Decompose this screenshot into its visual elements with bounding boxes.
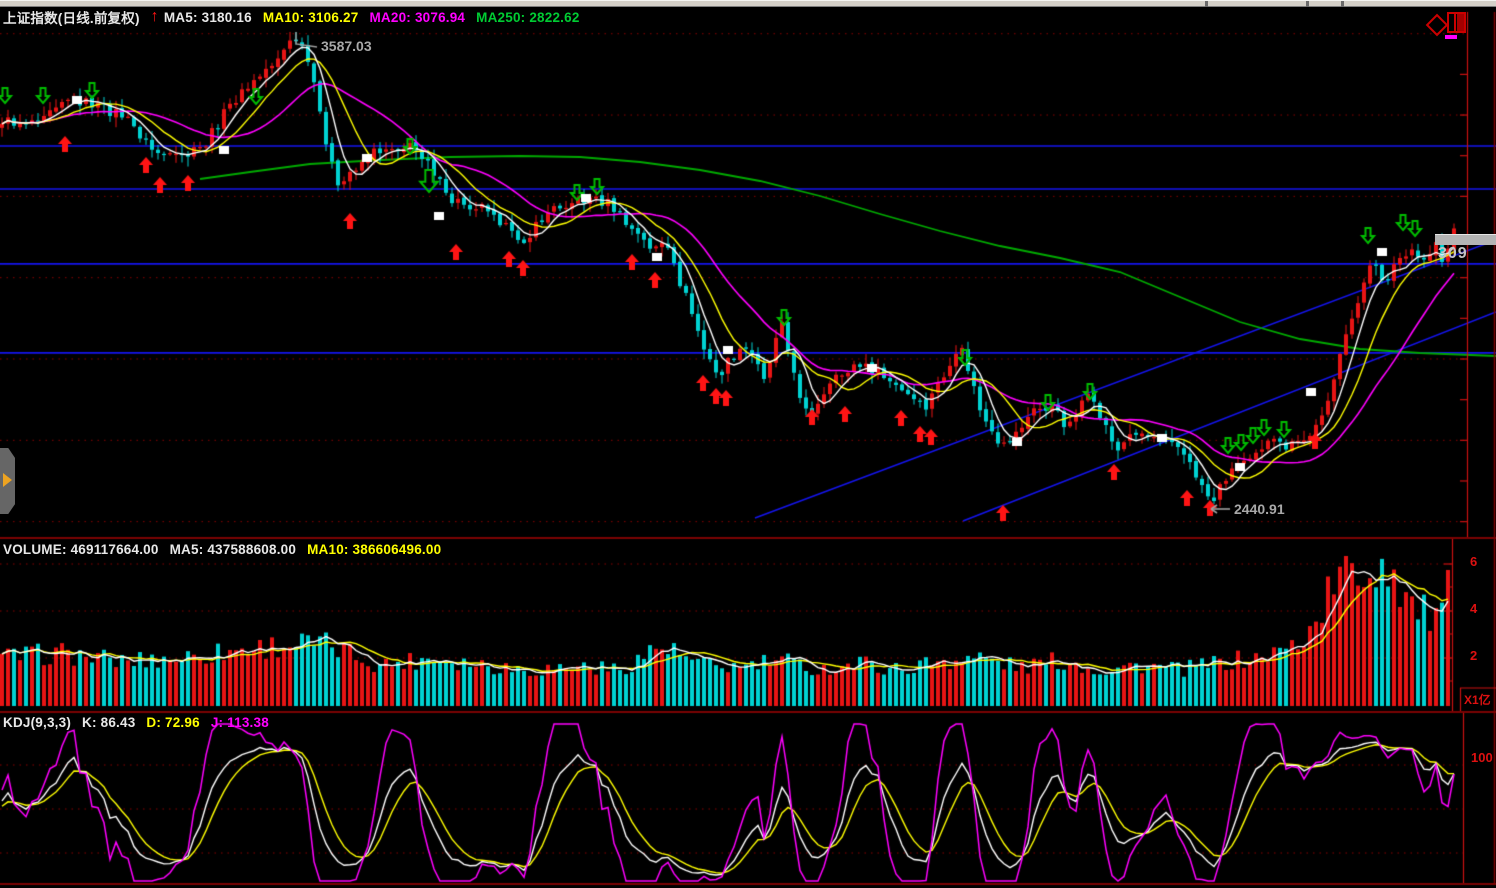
kdj-panel-header: KDJ(9,3,3) K: 86.43 D: 72.96 J: 113.38: [3, 715, 269, 730]
kdj-title: KDJ(9,3,3): [3, 715, 72, 730]
volume-axis-tick-2: 2: [1470, 648, 1478, 663]
main-chart-header: 上证指数(日线.前复权) ↑ MA5: 3180.16 MA10: 3106.2…: [3, 7, 580, 27]
volume-axis-unit: X1亿: [1464, 693, 1491, 707]
kdj-d-value: D: 72.96: [146, 715, 200, 730]
volume-ma5-value: MA5: 437588608.00: [169, 542, 297, 557]
current-price-box: [1435, 234, 1496, 245]
toolbar-notch: [1205, 1, 1208, 7]
peak-price-annotation: 3587.03: [321, 38, 372, 54]
magenta-marker-icon: [1445, 35, 1457, 39]
ma250-value: MA250: 2822.62: [476, 9, 580, 25]
split-window-icon[interactable]: [1447, 12, 1466, 33]
volume-axis-tick-4: 4: [1470, 601, 1478, 616]
ma20-value: MA20: 3076.94: [369, 9, 466, 25]
trough-price-annotation: 2440.91: [1234, 501, 1285, 517]
volume-value: VOLUME: 469117664.00: [3, 542, 159, 557]
instrument-title: 上证指数(日线.前复权): [3, 11, 140, 26]
window-top-edge: [0, 0, 1496, 7]
ma10-value: MA10: 3106.27: [262, 9, 359, 25]
expand-arrow-icon: [3, 473, 12, 487]
up-arrow-icon: ↑: [150, 8, 159, 25]
toolbar-notch: [1341, 1, 1344, 7]
toolbar-notch: [1306, 1, 1309, 7]
volume-axis-tick-6: 6: [1470, 554, 1478, 569]
current-price-label: 309: [1438, 245, 1468, 262]
kdj-axis-top-label: 100: [1471, 750, 1493, 765]
sidebar-expand-tab[interactable]: [0, 448, 15, 514]
volume-panel-header: VOLUME: 469117664.00 MA5: 437588608.00 M…: [3, 542, 441, 557]
kdj-k-value: K: 86.43: [82, 715, 136, 730]
volume-ma10-value: MA10: 386606496.00: [307, 542, 442, 557]
kdj-j-value: J: 113.38: [210, 715, 269, 730]
ma5-value: MA5: 3180.16: [163, 9, 252, 25]
